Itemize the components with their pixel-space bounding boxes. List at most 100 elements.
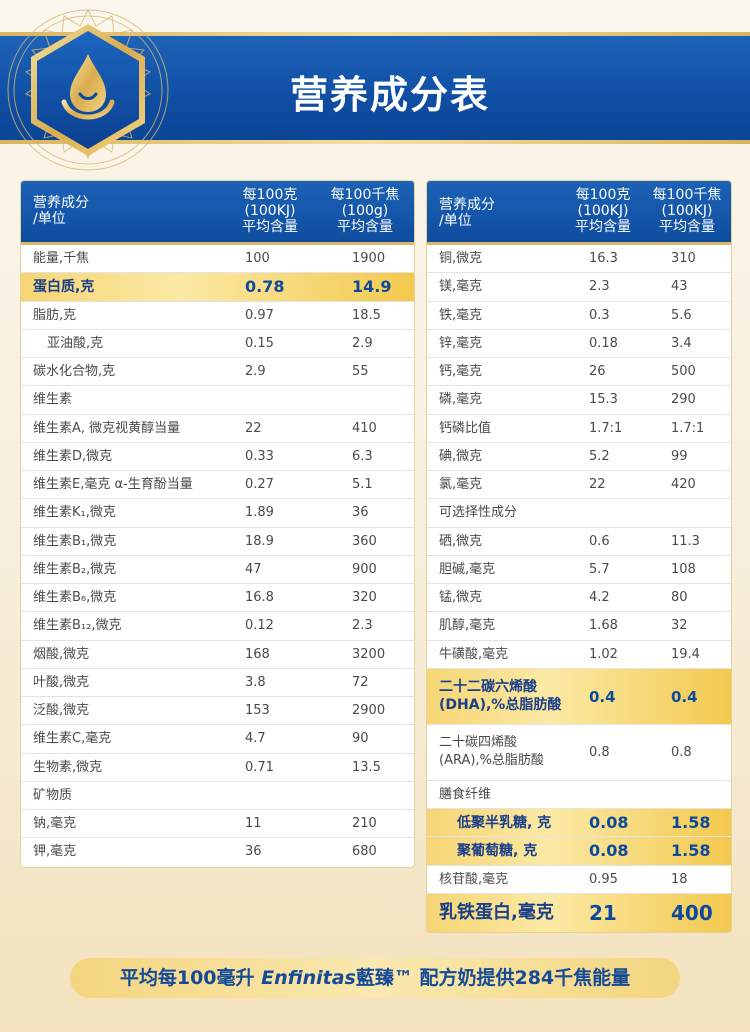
nutrient-name: 锌,毫克: [439, 335, 483, 351]
header-per-100g: 每100克 (100KJ) 平均含量: [242, 187, 298, 235]
value-per-100g: 4.7: [245, 731, 266, 747]
value-per-100kj: 420: [671, 477, 696, 492]
value-per-100kj: 90: [352, 731, 369, 747]
value-per-100kj: 108: [671, 561, 696, 577]
value-per-100g: 21: [589, 900, 617, 925]
value-per-100kj: 19.4: [671, 646, 700, 662]
table-row: 维生素K₁,微克 1.89 36: [21, 499, 414, 528]
table-header: 营养成分/单位 每100克 (100KJ) 平均含量 每100千焦 (100KJ) 平均…: [427, 181, 731, 245]
table-row: 钠,毫克 11 210: [21, 810, 414, 839]
nutrient-name: 可选择性成分: [439, 505, 518, 521]
nutrient-name: 牛磺酸,毫克: [439, 646, 509, 662]
value-per-100g: 1.89: [245, 505, 274, 521]
nutrient-name: 钙磷比值: [439, 420, 492, 436]
nutrient-name: 维生素B₁₂,微克: [33, 618, 122, 634]
value-per-100kj: 36: [352, 505, 369, 521]
value-per-100kj: 360: [352, 533, 377, 549]
value-per-100g: 0.95: [589, 871, 618, 887]
nutrient-name: 维生素A, 微克视黄醇当量: [33, 420, 181, 436]
value-per-100kj: 72: [352, 674, 369, 690]
value-per-100g: 0.18: [589, 335, 618, 351]
value-per-100kj: 55: [352, 364, 369, 379]
table-row: 硒,微克 0.6 11.3: [427, 528, 731, 556]
table-header: 营养成分/单位 每100克 (100KJ) 平均含量 每100千焦 (100g) 平均含…: [21, 181, 414, 245]
value-per-100kj: 210: [352, 816, 377, 831]
value-per-100g: 36: [245, 844, 262, 860]
value-per-100g: 4.2: [589, 590, 610, 605]
table-row: 铜,微克 16.3 310: [427, 245, 731, 274]
value-per-100g: 0.8: [589, 744, 610, 760]
value-per-100g: 2.3: [589, 279, 610, 295]
value-per-100g: 22: [589, 477, 606, 492]
table-row: 维生素A, 微克视黄醇当量 22 410: [21, 415, 414, 443]
value-per-100kj: 2.3: [352, 618, 373, 634]
nutrient-name: 二十碳四烯酸 (ARA),%总脂肪酸: [439, 734, 544, 768]
value-per-100kj: 2.9: [352, 335, 373, 351]
nutrient-name: 维生素C,毫克: [33, 731, 112, 747]
nutrient-name: 脂肪,克: [33, 307, 77, 323]
table-row: 维生素B₂,微克 47 900: [21, 556, 414, 584]
nutrient-name: 硒,微克: [439, 533, 483, 549]
nutrition-table-right: 营养成分/单位 每100克 (100KJ) 平均含量 每100千焦 (100KJ) 平均…: [426, 180, 732, 933]
table-row: 胆碱,毫克 5.7 108: [427, 556, 731, 584]
table-row: 二十碳四烯酸 (ARA),%总脂肪酸 0.8 0.8: [427, 725, 731, 781]
table-row: 矿物质: [21, 782, 414, 810]
value-per-100kj: 310: [671, 251, 696, 266]
table-row: 核苷酸,毫克 0.95 18: [427, 866, 731, 894]
value-per-100kj: 99: [671, 448, 688, 464]
table-row: 生物素,微克 0.71 13.5: [21, 754, 414, 782]
nutrient-name: 铜,微克: [439, 251, 483, 266]
value-per-100kj: 80: [671, 590, 688, 605]
value-per-100kj: 5.6: [671, 307, 692, 323]
value-per-100g: 153: [245, 703, 270, 718]
value-per-100g: 0.12: [245, 618, 274, 634]
value-per-100kj: 3.4: [671, 335, 692, 351]
footer-suffix: 配方奶提供284千焦能量: [412, 967, 631, 989]
table-row: 维生素B₁₂,微克 0.12 2.3: [21, 612, 414, 641]
table-row: 聚葡萄糖, 克 0.08 1.58: [427, 837, 731, 866]
table-row: 低聚半乳糖, 克 0.08 1.58: [427, 809, 731, 838]
value-per-100kj: 290: [671, 392, 696, 408]
nutrient-name: 钾,毫克: [33, 844, 77, 860]
nutrient-name: 碳水化合物,克: [33, 364, 116, 379]
table-row: 锌,毫克 0.18 3.4: [427, 330, 731, 358]
nutrient-name: 膳食纤维: [439, 786, 492, 802]
value-per-100kj: 0.4: [671, 687, 698, 706]
value-per-100g: 1.68: [589, 618, 618, 634]
value-per-100kj: 0.8: [671, 744, 692, 760]
nutrient-name: 维生素D,微克: [33, 448, 113, 464]
table-row: 锰,微克 4.2 80: [427, 584, 731, 613]
header-nutrient: 营养成分/单位: [439, 197, 495, 229]
table-row: 钙,毫克 26 500: [427, 358, 731, 387]
value-per-100g: 16.3: [589, 251, 618, 266]
nutrient-name: 钙,毫克: [439, 364, 483, 379]
nutrient-name: 核苷酸,毫克: [439, 871, 509, 887]
nutrient-name: 维生素B₁,微克: [33, 533, 117, 549]
table-row: 能量,千焦 100 1900: [21, 245, 414, 274]
nutrient-name: 蛋白质,克: [33, 279, 95, 296]
value-per-100kj: 32: [671, 618, 688, 634]
value-per-100g: 0.3: [589, 307, 610, 323]
nutrient-name: 泛酸,微克: [33, 703, 90, 718]
nutrient-name: 烟酸,微克: [33, 646, 90, 662]
table-body: 铜,微克 16.3 310 镁,毫克 2.3 43 铁,毫克 0.3 5.6 锌,毫克 0.18 3.…: [427, 245, 731, 932]
value-per-100g: 22: [245, 420, 262, 436]
table-row: 可选择性成分: [427, 499, 731, 528]
nutrient-name: 亚油酸,克: [47, 335, 104, 351]
value-per-100g: 5.7: [589, 561, 610, 577]
table-row: 维生素D,微克 0.33 6.3: [21, 443, 414, 471]
table-row: 维生素B₆,微克 16.8 320: [21, 584, 414, 613]
table-row: 膳食纤维: [427, 781, 731, 809]
header-per-100kj: 每100千焦 (100KJ) 平均含量: [652, 187, 722, 235]
table-row: 烟酸,微克 168 3200: [21, 641, 414, 669]
nutrient-name: 二十二碳六烯酸 (DHA),%总脂肪酸: [439, 678, 562, 713]
table-row: 牛磺酸,毫克 1.02 19.4: [427, 641, 731, 669]
oil-drop-icon: [7, 8, 169, 171]
value-per-100kj: 320: [352, 590, 377, 605]
table-row: 碘,微克 5.2 99: [427, 443, 731, 471]
nutrient-name: 维生素B₂,微克: [33, 561, 117, 577]
value-per-100g: 2.9: [245, 364, 266, 379]
table-row: 钾,毫克 36 680: [21, 838, 414, 866]
nutrient-name: 维生素E,毫克 α-生育酚当量: [33, 477, 193, 492]
nutrient-name: 氯,毫克: [439, 477, 483, 492]
